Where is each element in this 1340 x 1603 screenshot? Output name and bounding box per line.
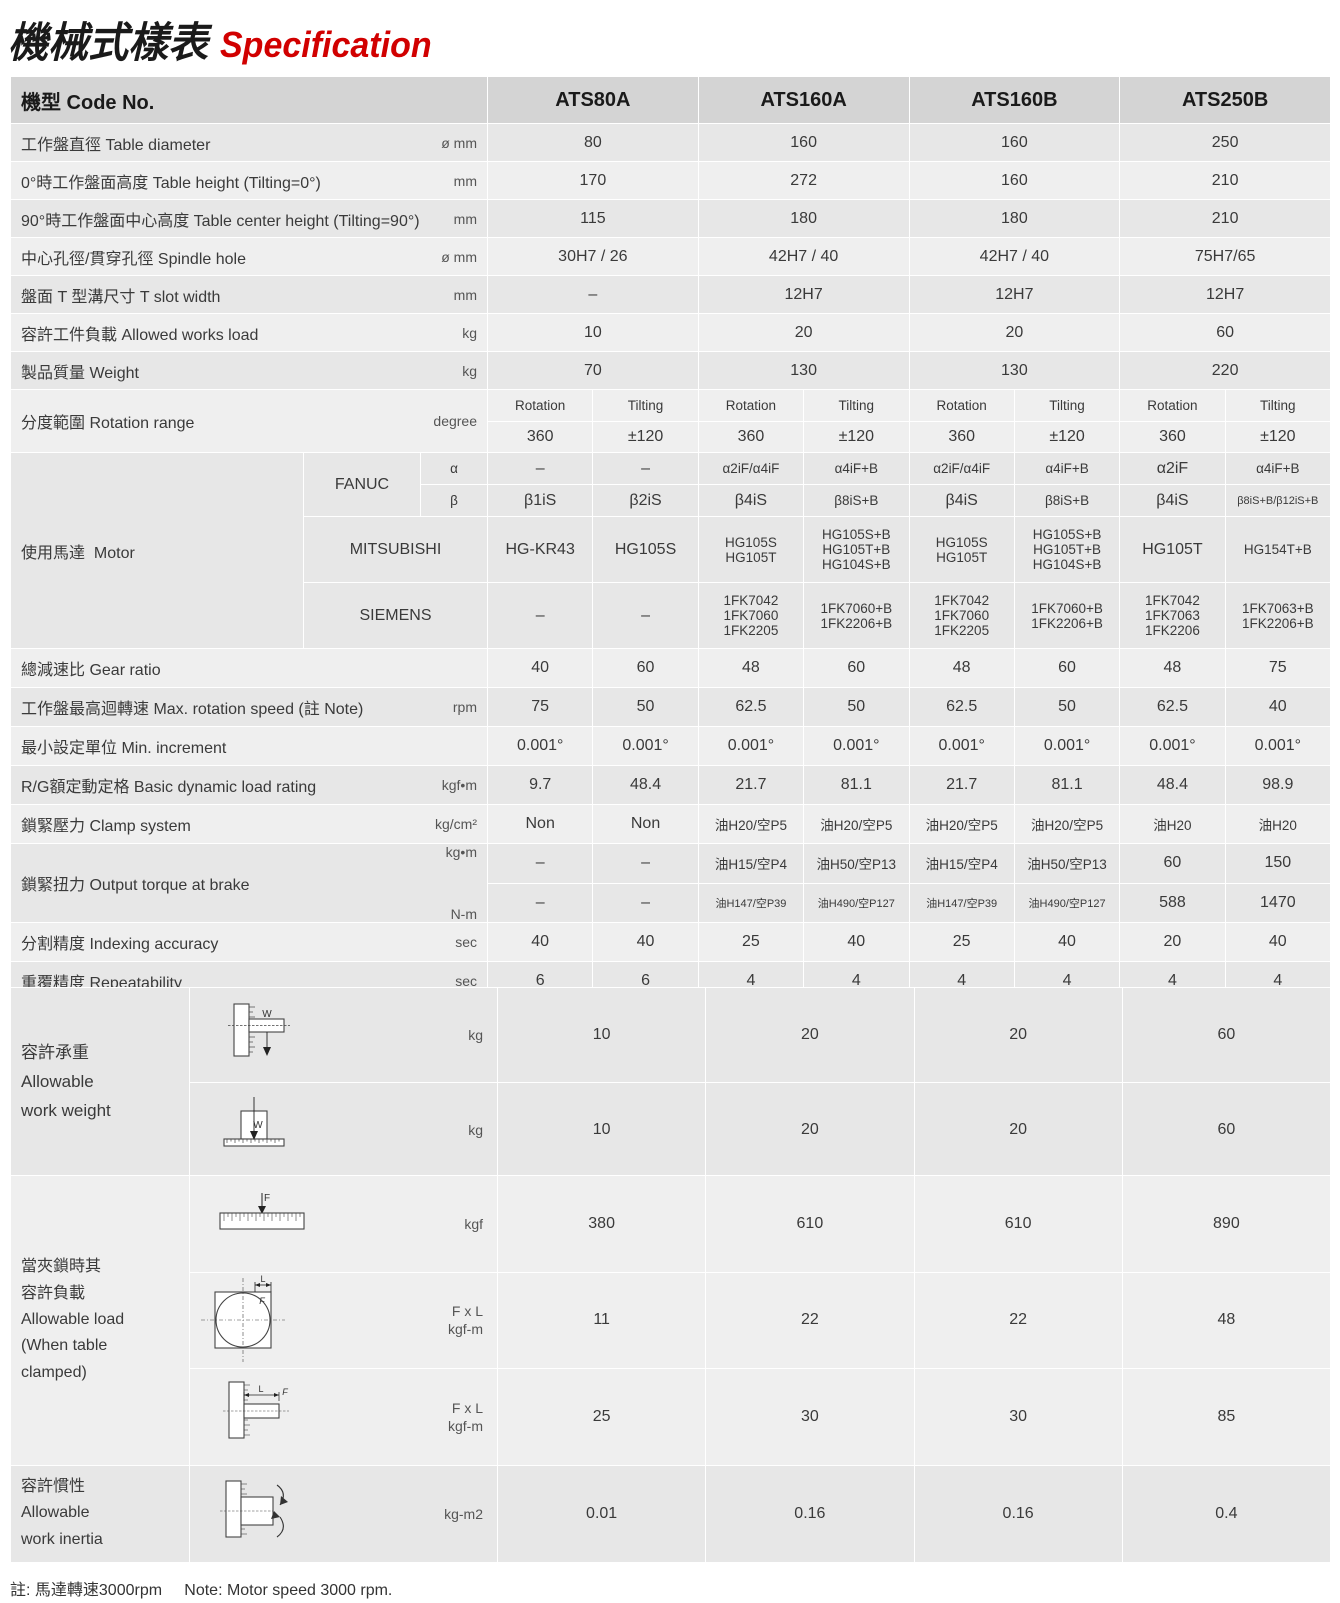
svg-text:L: L bbox=[258, 1384, 263, 1394]
svg-text:W: W bbox=[262, 1009, 272, 1020]
svg-text:F: F bbox=[259, 1296, 265, 1306]
svg-text:F: F bbox=[282, 1387, 288, 1397]
svg-text:F: F bbox=[263, 1193, 269, 1204]
svg-text:L: L bbox=[260, 1274, 265, 1284]
svg-text:W: W bbox=[253, 1120, 263, 1131]
